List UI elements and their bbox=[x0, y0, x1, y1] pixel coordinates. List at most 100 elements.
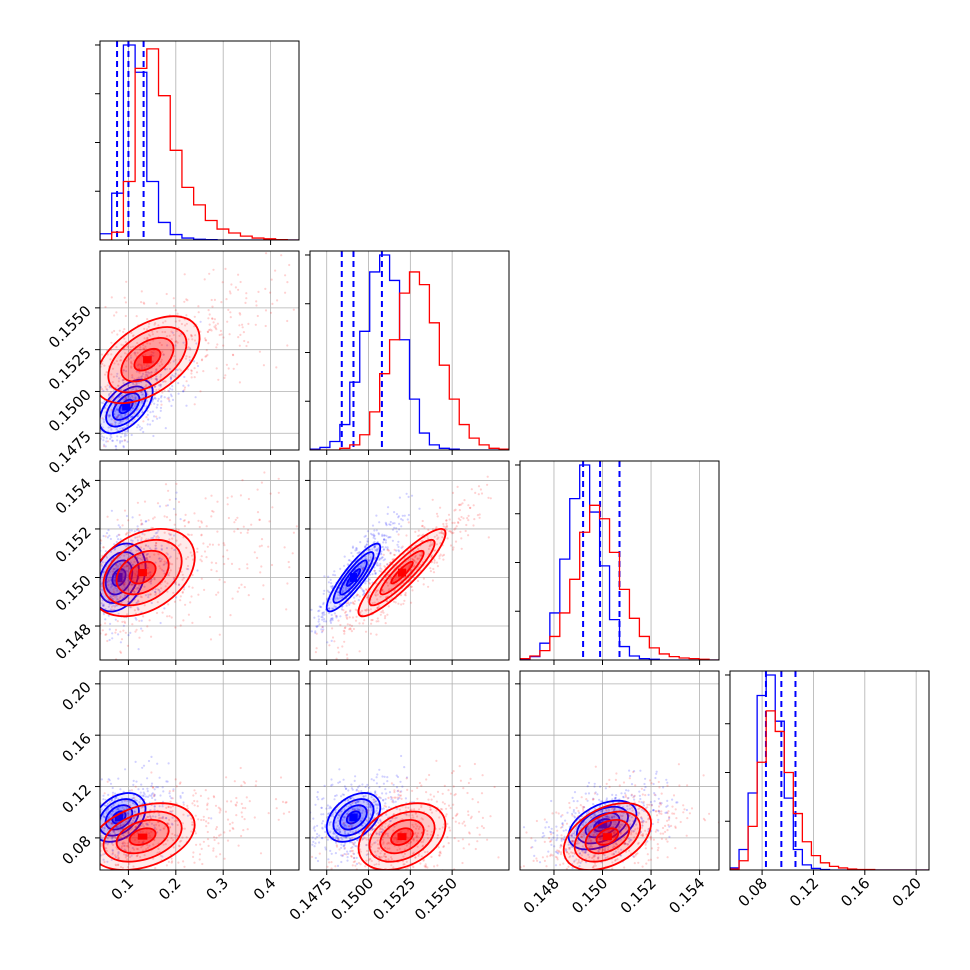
scatter-point bbox=[175, 819, 179, 822]
scatter-point bbox=[245, 297, 248, 300]
scatter-point bbox=[238, 344, 241, 347]
scatter-point bbox=[118, 395, 121, 398]
scatter-point bbox=[125, 565, 128, 568]
scatter-point bbox=[366, 803, 369, 806]
scatter-point bbox=[124, 398, 127, 401]
scatter-point bbox=[119, 422, 122, 425]
panel-frame bbox=[729, 670, 930, 871]
scatter-point bbox=[382, 548, 385, 551]
scatter-point bbox=[344, 787, 347, 790]
scatter-point bbox=[354, 801, 357, 804]
scatter-point bbox=[147, 815, 150, 819]
scatter-point bbox=[323, 613, 326, 616]
scatter-point bbox=[114, 863, 117, 866]
scatter-point bbox=[187, 346, 190, 349]
scatter-point bbox=[326, 589, 329, 592]
scatter-point bbox=[97, 422, 99, 424]
scatter-point bbox=[395, 786, 399, 789]
scatter-point bbox=[231, 821, 234, 824]
scatter-point bbox=[135, 315, 138, 318]
scatter-point bbox=[117, 857, 120, 860]
scatter-point bbox=[110, 341, 113, 344]
scatter-point bbox=[148, 322, 151, 325]
scatter-point bbox=[377, 620, 380, 623]
scatter-point bbox=[439, 542, 442, 545]
scatter-point bbox=[358, 595, 361, 598]
scatter-point bbox=[54, 888, 56, 890]
scatter-point bbox=[132, 387, 135, 390]
scatter-point bbox=[338, 876, 340, 878]
scatter-point bbox=[355, 845, 358, 848]
scatter-point bbox=[222, 555, 225, 558]
scatter-point bbox=[411, 557, 414, 560]
scatter-point bbox=[478, 516, 481, 519]
scatter-point bbox=[215, 346, 218, 349]
scatter-point bbox=[150, 822, 153, 825]
scatter-point bbox=[143, 533, 146, 536]
scatter-point bbox=[256, 314, 259, 318]
scatter-point bbox=[417, 565, 420, 568]
scatter-point bbox=[80, 867, 82, 869]
scatter-point bbox=[114, 596, 117, 599]
contour-group-blue bbox=[321, 536, 386, 618]
scatter-point bbox=[163, 380, 166, 383]
scatter-point bbox=[349, 601, 352, 604]
histogram-red bbox=[730, 710, 929, 870]
scatter-point bbox=[149, 593, 152, 596]
scatter-point bbox=[142, 430, 145, 434]
scatter-point bbox=[341, 793, 344, 796]
scatter-point bbox=[336, 864, 340, 867]
scatter-point bbox=[97, 781, 99, 783]
scatter-point bbox=[370, 778, 373, 781]
scatter-point bbox=[88, 655, 90, 657]
scatter-point bbox=[86, 833, 88, 835]
scatter-point bbox=[111, 637, 114, 640]
scatter-point bbox=[83, 911, 85, 913]
scatter-point bbox=[282, 812, 285, 815]
y-tick-label: 0.1550 bbox=[45, 302, 95, 352]
scatter-point bbox=[229, 614, 232, 617]
scatter-point bbox=[71, 830, 73, 832]
scatter-point bbox=[433, 561, 436, 564]
scatter-point bbox=[120, 415, 123, 418]
scatter-point bbox=[170, 810, 173, 813]
scatter-point bbox=[186, 556, 190, 559]
scatter-point bbox=[112, 604, 115, 607]
scatter-point bbox=[130, 362, 133, 365]
scatter-point bbox=[123, 414, 127, 417]
scatter-point bbox=[322, 601, 325, 604]
scatter-point bbox=[238, 324, 241, 327]
scatter-point bbox=[130, 361, 133, 364]
scatter-point bbox=[384, 566, 387, 569]
scatter-point bbox=[400, 790, 403, 793]
scatter-point bbox=[95, 855, 97, 857]
contour-line-blue bbox=[82, 783, 156, 851]
scatter-point bbox=[91, 839, 93, 841]
scatter-point bbox=[131, 407, 135, 410]
scatter-point bbox=[115, 826, 118, 829]
scatter-point bbox=[130, 600, 133, 603]
scatter-point bbox=[115, 564, 118, 567]
scatter-point bbox=[102, 439, 105, 442]
scatter-point bbox=[227, 308, 230, 311]
scatter-point bbox=[361, 811, 364, 814]
scatter-point bbox=[105, 371, 108, 374]
scatter-point bbox=[146, 375, 149, 378]
scatter-point bbox=[376, 548, 379, 551]
scatter-point bbox=[225, 363, 228, 366]
scatter-point bbox=[442, 558, 445, 561]
scatter-point bbox=[115, 445, 118, 448]
scatter-point bbox=[96, 823, 98, 825]
scatter-point bbox=[286, 582, 289, 585]
scatter-point bbox=[386, 563, 389, 566]
scatter-point bbox=[241, 815, 244, 818]
scatter-point bbox=[126, 858, 129, 861]
scatter-point bbox=[194, 832, 197, 835]
scatter-point bbox=[286, 281, 289, 284]
scatter-point bbox=[149, 817, 152, 820]
scatter-point bbox=[348, 825, 351, 828]
scatter-point bbox=[379, 564, 382, 567]
scatter-point bbox=[343, 640, 346, 643]
scatter-point bbox=[335, 834, 338, 837]
scatter-point bbox=[351, 831, 354, 834]
